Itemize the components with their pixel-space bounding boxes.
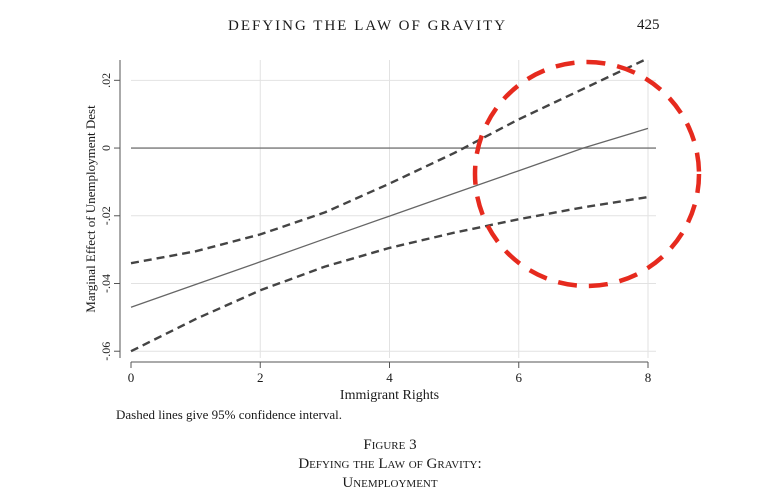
y-tick-label: -.02: [99, 206, 113, 225]
figure-label: Figure 3: [363, 437, 417, 453]
x-tick-label: 6: [516, 370, 523, 385]
marginal-effect-chart: -.06 -.04 -.02 0 .02 0 2 4 6 8 Marginal Effect o…: [83, 57, 702, 403]
x-tick-label: 8: [645, 370, 652, 385]
figure-caption: Figure 3 Defying the Law of Gravity: Une…: [0, 436, 780, 493]
series-lines: [130, 57, 649, 353]
x-ticks: 0 2 4 6 8: [128, 362, 652, 385]
lower-ci-line: [130, 195, 649, 353]
x-tick-label: 0: [128, 370, 135, 385]
running-title: DEFYING THE LAW OF GRAVITY: [228, 18, 508, 34]
y-tick-label: 0: [99, 145, 113, 151]
x-axis-label: Immigrant Rights: [340, 388, 439, 403]
y-tick-label: -.04: [99, 274, 113, 293]
running-head: DEFYING THE LAW OF GRAVITY 425: [0, 14, 780, 38]
figure-title-line2: Unemployment: [342, 475, 438, 491]
y-axis-label: Marginal Effect of Unemployment Dest: [83, 105, 98, 313]
highlight-circle: [472, 59, 702, 289]
y-tick-label: .02: [99, 73, 113, 88]
x-tick-label: 2: [257, 370, 264, 385]
estimate-line: [130, 127, 649, 308]
page-number: 425: [637, 17, 660, 33]
figure-title-line1: Defying the Law of Gravity:: [298, 456, 482, 472]
x-tick-label: 4: [386, 370, 393, 385]
y-tick-label: -.06: [99, 342, 113, 361]
caption-note: Dashed lines give 95% confidence interva…: [116, 407, 342, 422]
y-ticks: -.06 -.04 -.02 0 .02: [99, 73, 120, 361]
